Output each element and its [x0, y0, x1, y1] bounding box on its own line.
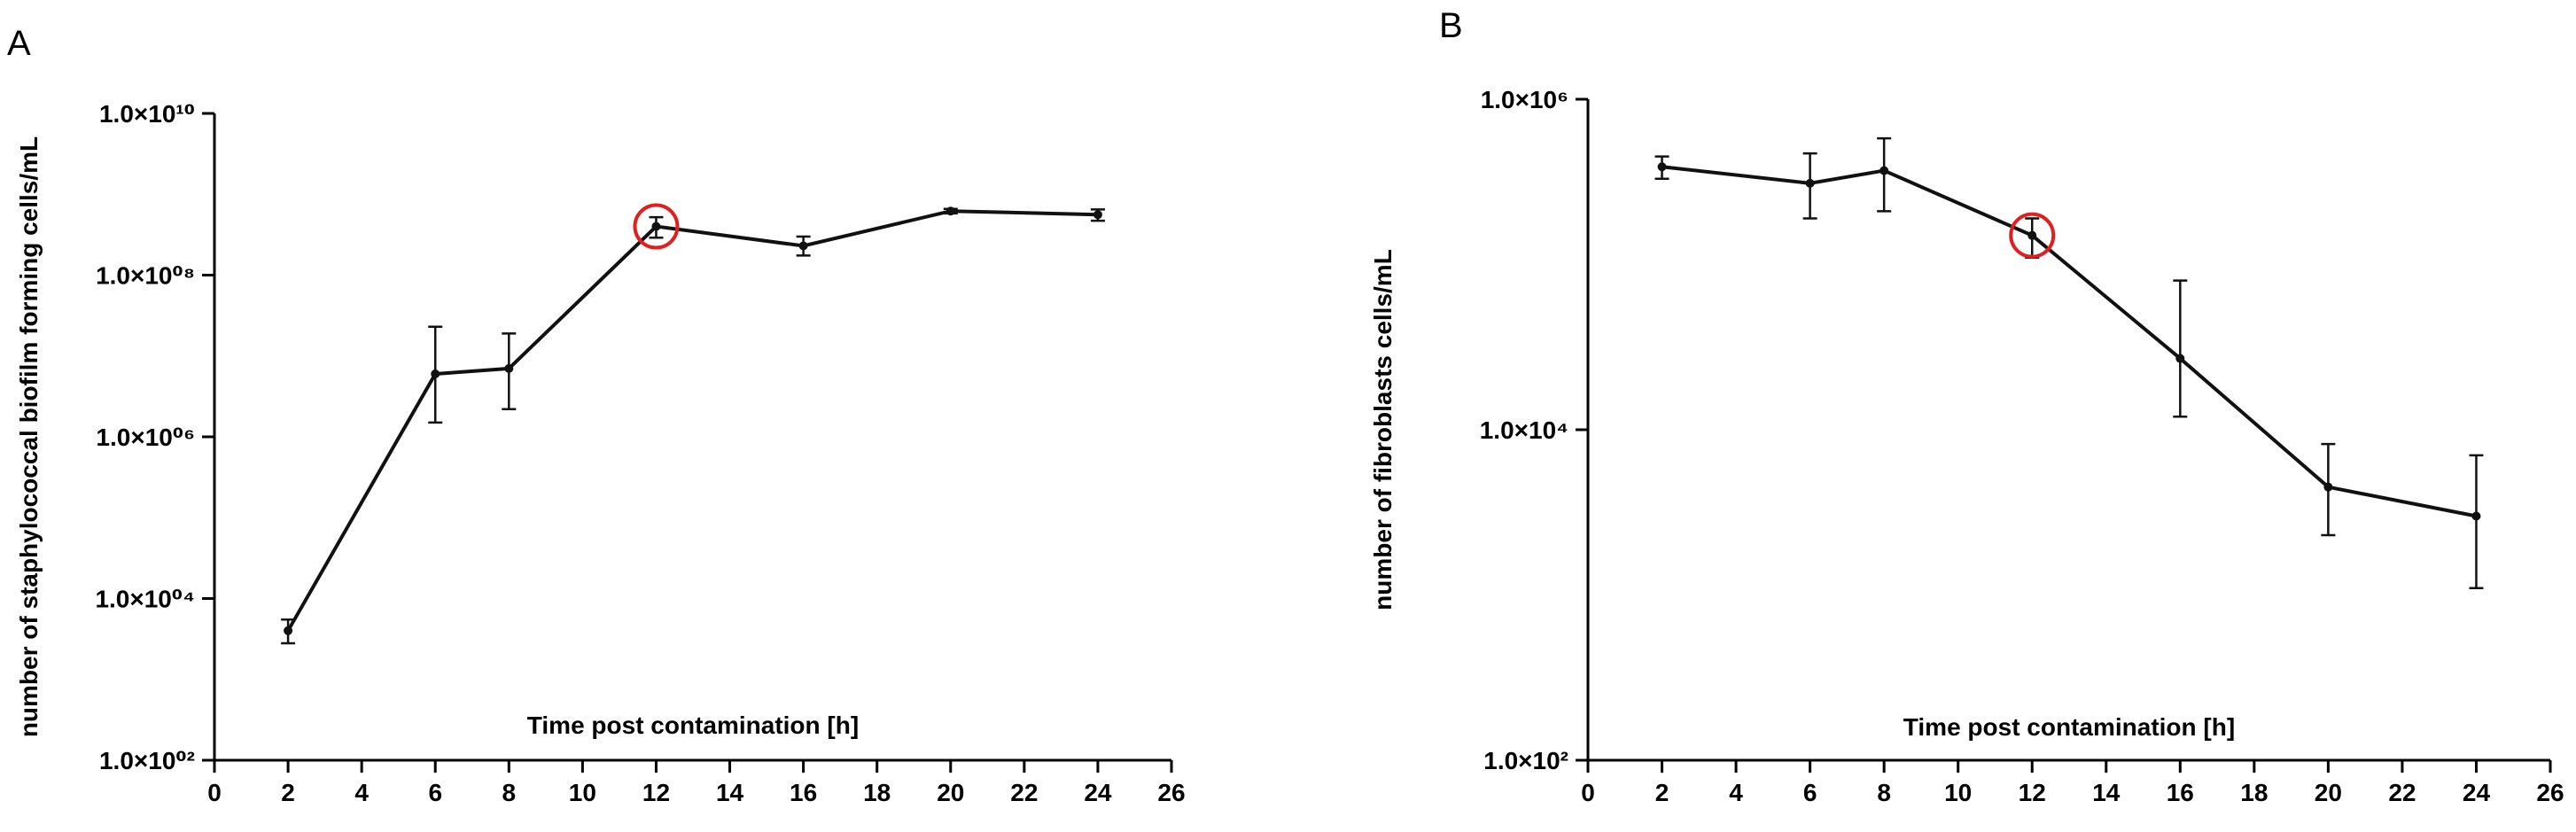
y-tick-label: 1.0×10⁴	[1480, 416, 1568, 444]
y-tick-label: 1.0×10⁰⁴	[95, 586, 195, 613]
x-tick-label: 18	[863, 779, 891, 806]
data-point	[2471, 511, 2481, 521]
data-point	[2175, 354, 2185, 363]
x-tick-label: 10	[1944, 779, 1972, 806]
y-tick-label: 1.0×10⁰²	[99, 747, 195, 774]
highlight-circle	[2009, 212, 2056, 259]
x-tick-label: 14	[716, 779, 744, 806]
highlight-circle	[633, 203, 680, 250]
x-axis-label: Time post contamination [h]	[527, 711, 859, 739]
panel-a: A0 2 4 6 8 10 12 14 16 18 20 22 24 261.0×10¹⁰1.0×10⁰⁸…	[7, 24, 1186, 806]
x-tick-label: 4	[354, 779, 369, 806]
x-tick-label: 20	[937, 779, 964, 806]
data-point	[284, 626, 293, 635]
x-tick-label: 12	[642, 779, 670, 806]
x-tick-label: 10	[569, 779, 596, 806]
x-tick-label: 18	[2240, 779, 2268, 806]
x-tick-label: 22	[1010, 779, 1038, 806]
panel-letter: A	[7, 24, 31, 63]
x-tick-label: 2	[1655, 779, 1669, 806]
x-tick-label: 8	[502, 779, 517, 806]
x-tick-label: 2	[281, 779, 295, 806]
x-tick-label: 8	[1877, 779, 1891, 806]
y-axis-label: number of staphylococcal biofilm forming…	[15, 136, 43, 737]
x-tick-label: 20	[2315, 779, 2342, 806]
x-axis-label: Time post contamination [h]	[1903, 713, 2235, 741]
panel-b: B0 2 4 6 8 10 12 14 16 18 20 22 24 261.0×10⁶1.0×10⁴1.…	[1369, 6, 2564, 806]
y-tick-label: 1.0×10⁰⁶	[96, 424, 195, 451]
data-point	[1093, 210, 1102, 220]
data-point	[504, 363, 514, 373]
data-point	[1879, 166, 1889, 175]
x-tick-label: 16	[2167, 779, 2194, 806]
x-tick-label: 0	[207, 779, 222, 806]
data-point	[2027, 230, 2037, 240]
x-tick-label: 24	[2463, 779, 2491, 806]
data-point	[1657, 162, 1667, 172]
y-tick-label: 1.0×10²	[1483, 747, 1568, 774]
y-tick-label: 1.0×10⁰⁸	[96, 262, 195, 290]
x-tick-label: 4	[1729, 779, 1743, 806]
data-point	[2323, 482, 2333, 492]
data-point	[946, 206, 955, 216]
y-axis-label: number of fibroblasts cells/mL	[1369, 249, 1397, 610]
data-point	[1805, 178, 1815, 188]
series-line	[1662, 165, 2477, 518]
x-tick-label: 14	[2092, 779, 2121, 806]
x-tick-label: 26	[2536, 779, 2564, 806]
x-tick-label: 24	[1084, 779, 1112, 806]
x-tick-label: 0	[1581, 779, 1595, 806]
x-tick-label: 6	[1803, 779, 1817, 806]
x-tick-label: 26	[1157, 779, 1185, 806]
data-point	[798, 241, 808, 251]
data-point	[431, 369, 440, 378]
x-tick-label: 12	[2019, 779, 2046, 806]
x-tick-label: 6	[428, 779, 442, 806]
panel-letter: B	[1439, 6, 1463, 45]
y-tick-label: 1.0×10¹⁰	[99, 100, 195, 128]
data-point	[651, 222, 661, 231]
x-tick-label: 16	[790, 779, 817, 806]
y-tick-label: 1.0×10⁶	[1481, 86, 1568, 113]
x-tick-label: 22	[2388, 779, 2416, 806]
series-line	[286, 209, 1098, 632]
